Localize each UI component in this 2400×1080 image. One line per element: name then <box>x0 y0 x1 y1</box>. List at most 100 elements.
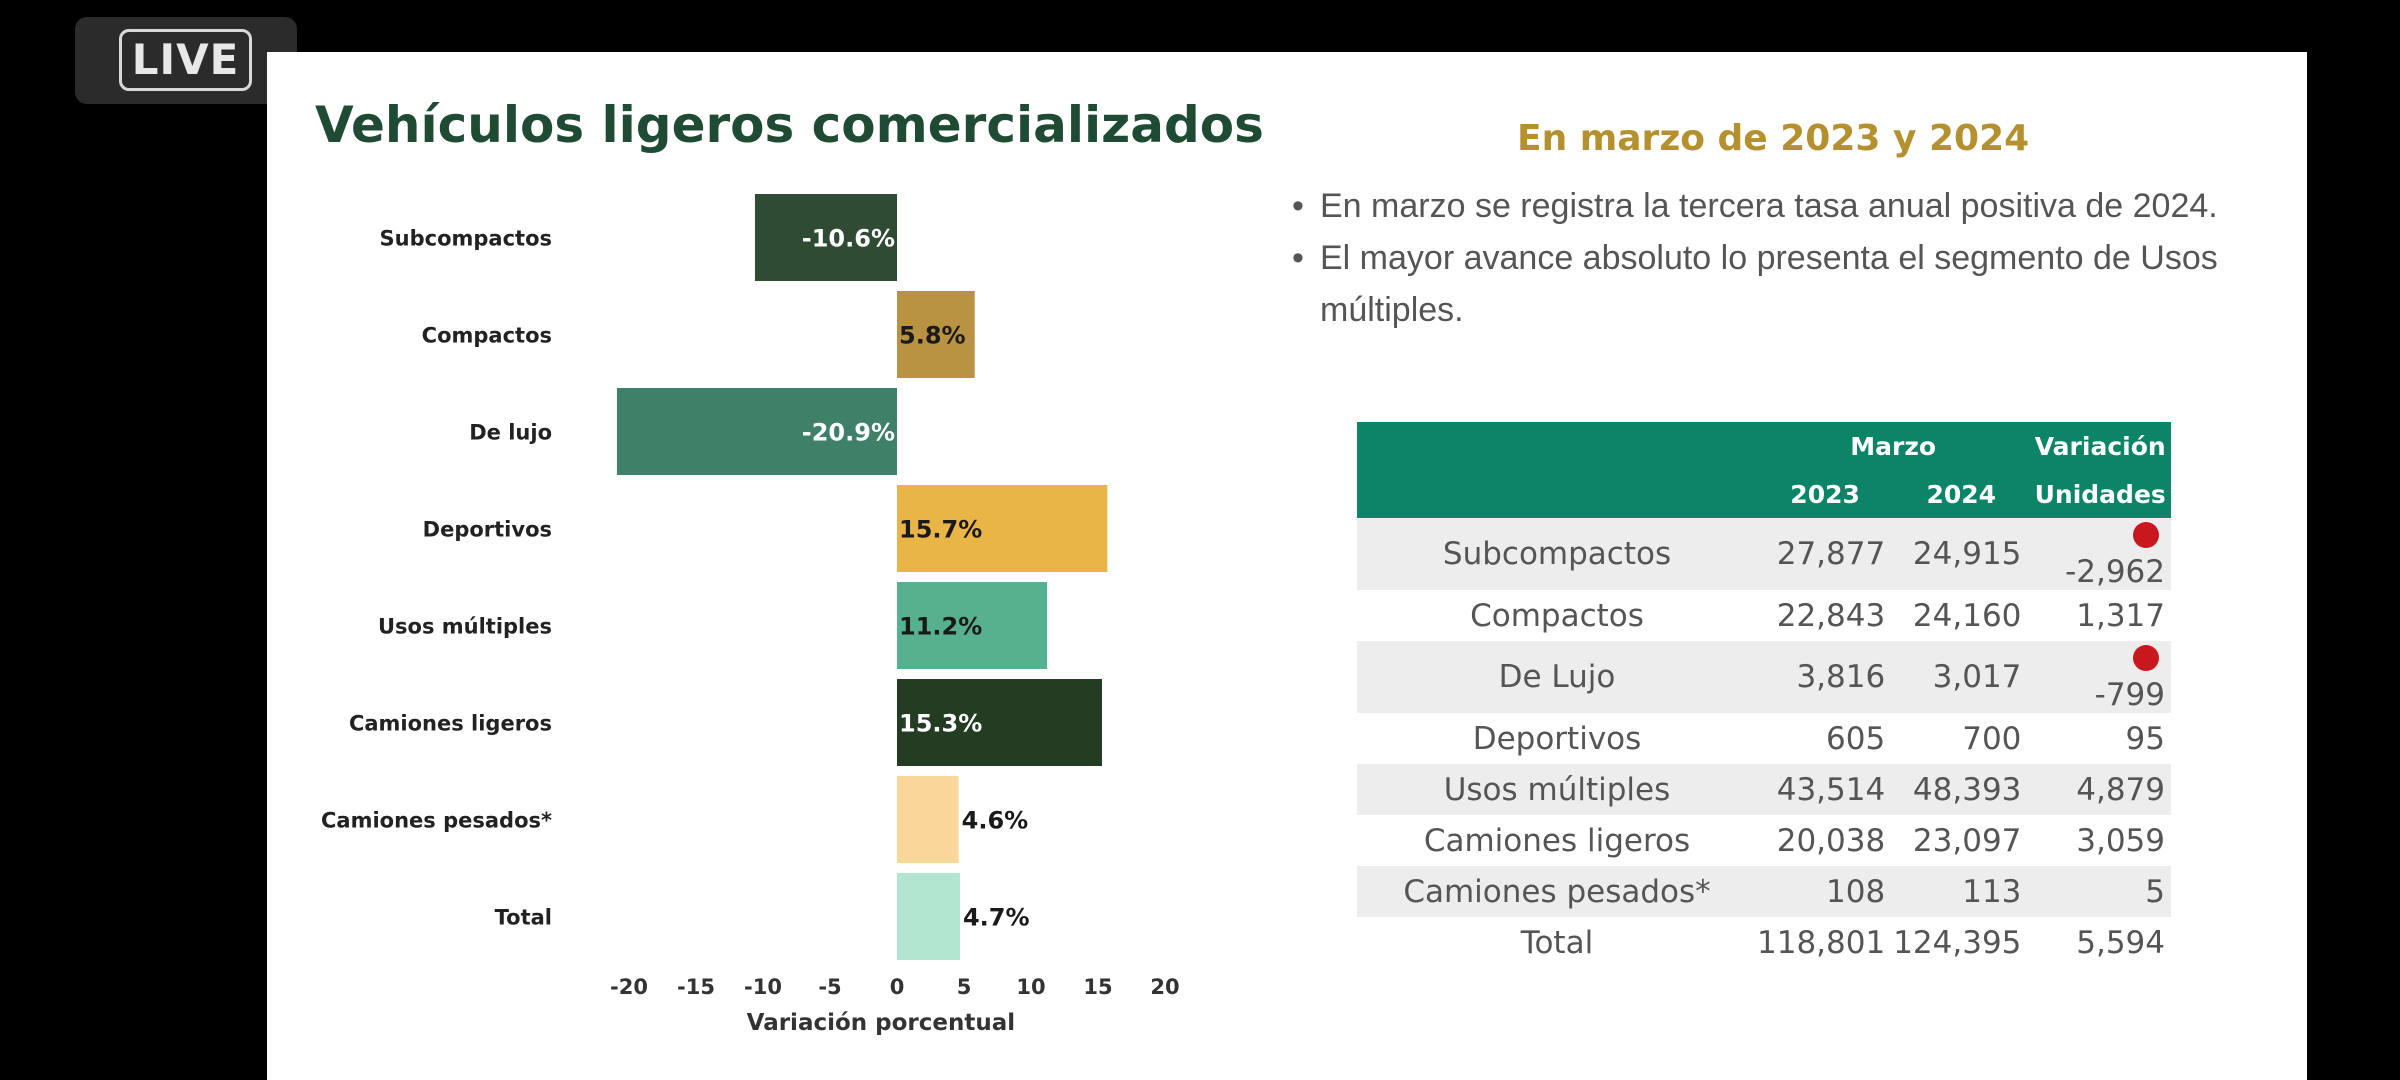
row-name-cell: Camiones ligeros <box>1423 822 1691 859</box>
table-row: Subcompactos 27,877 24,915 -2,962 <box>1357 518 2171 590</box>
row-2023-cell: 27,877 <box>1757 518 1894 590</box>
slide-subtitle: En marzo de 2023 y 2024 <box>1517 118 2030 159</box>
table-header-blank <box>1357 470 1757 518</box>
row-name-cell: De Lujo <box>1357 641 1757 713</box>
category-label: Camiones pesados* <box>321 809 552 833</box>
table-row: Total 118,801 124,395 5,594 <box>1357 917 2171 968</box>
table-body: Subcompactos 27,877 24,915 -2,962 Compactos 2… <box>1357 518 2171 968</box>
row-2023-cell: 118,801 <box>1757 924 1886 961</box>
row-2024-cell: 23,097 <box>1912 822 2022 859</box>
negative-indicator-icon <box>2133 521 2159 548</box>
slide-title: Vehículos ligeros comercializados <box>315 96 1264 154</box>
row-2023-cell: 605 <box>1826 720 1886 757</box>
row-variation-cell: 5 <box>2029 866 2171 917</box>
row-name-cell: Total <box>1520 924 1594 961</box>
row-2023-cell: 108 <box>1757 866 1894 917</box>
bullet-item: En marzo se registra la tercera tasa anu… <box>1292 180 2252 232</box>
table-header-2024: 2024 <box>1893 470 2030 518</box>
table-header-variacion: Variación <box>2029 422 2171 470</box>
table-row: Camiones ligeros 20,038 23,097 3,059 <box>1357 815 2171 866</box>
data-label: 4.7% <box>963 904 1030 932</box>
row-variation-cell: 3,059 <box>2029 815 2171 866</box>
bar-deportivos <box>897 485 1108 572</box>
variation-value: -2,962 <box>2065 554 2165 590</box>
bar-camiones-ligeros <box>897 679 1103 766</box>
x-tick-label: 15 <box>1083 975 1112 999</box>
data-label: 15.3% <box>899 710 982 738</box>
table-row: Usos múltiples 43,514 48,393 4,879 <box>1357 764 2171 815</box>
category-label: Usos múltiples <box>378 615 552 639</box>
table-row: Deportivos 605 700 95 <box>1357 713 2171 764</box>
data-label: 5.8% <box>899 322 966 350</box>
negative-indicator-icon <box>2133 644 2159 671</box>
row-2024-cell: 24,160 <box>1912 597 2022 634</box>
table-header-2023: 2023 <box>1757 470 1894 518</box>
row-2024-cell: 24,915 <box>1893 518 2030 590</box>
row-2023-cell: 3,816 <box>1757 641 1894 713</box>
x-tick-label: 20 <box>1150 975 1179 999</box>
bar-total <box>897 873 960 960</box>
category-label: Deportivos <box>423 518 552 542</box>
row-2024-cell: 700 <box>1962 720 2022 757</box>
table-row: De Lujo 3,816 3,017 -799 <box>1357 641 2171 713</box>
row-name-cell: Compactos <box>1470 597 1644 634</box>
x-tick-label: 5 <box>957 975 972 999</box>
data-label: 15.7% <box>899 516 982 544</box>
variation-value: 3,059 <box>2076 822 2165 859</box>
category-label: Compactos <box>422 324 552 348</box>
category-label: De lujo <box>469 421 552 445</box>
row-variation-cell: 95 <box>2029 713 2171 764</box>
category-label: Total <box>495 906 552 930</box>
x-tick-label: -20 <box>610 975 648 999</box>
variation-value: 5 <box>2145 873 2165 910</box>
bar-usos-m-ltiples <box>897 582 1048 669</box>
row-variation-cell: 4,879 <box>2029 764 2171 815</box>
row-name-cell: Subcompactos <box>1357 518 1757 590</box>
category-label: Subcompactos <box>380 227 552 251</box>
row-variation-cell: -799 <box>2029 641 2171 713</box>
category-label: Camiones ligeros <box>349 712 552 736</box>
row-2024-cell: 113 <box>1893 866 2030 917</box>
data-label: -20.9% <box>802 419 895 447</box>
x-axis-title: Variación porcentual <box>747 1010 1016 1036</box>
row-2024-cell: 124,395 <box>1893 924 2022 961</box>
data-label: 11.2% <box>899 613 982 641</box>
live-badge: LIVE <box>75 17 297 104</box>
bullet-item: El mayor avance absoluto lo presenta el … <box>1292 232 2252 336</box>
x-tick-label: -15 <box>677 975 715 999</box>
variation-value: 5,594 <box>2076 924 2165 961</box>
x-tick-label: -5 <box>818 975 841 999</box>
row-variation-cell: 1,317 <box>2029 590 2171 641</box>
row-2023-cell: 22,843 <box>1776 597 1886 634</box>
sales-table: Marzo Variación 2023 2024 Unidades Subco… <box>1357 422 2171 968</box>
data-label: -10.6% <box>802 225 895 253</box>
bullet-list: En marzo se registra la tercera tasa anu… <box>1292 180 2252 336</box>
table-row: Camiones pesados* 108 113 5 <box>1357 866 2171 917</box>
bar-compactos <box>897 291 975 378</box>
live-label: LIVE <box>119 29 252 91</box>
bar-subcompactos <box>754 194 897 281</box>
x-tick-label: -10 <box>744 975 782 999</box>
bar-de-lujo <box>616 388 897 475</box>
variation-value: 95 <box>2125 720 2165 757</box>
table-header-marzo: Marzo <box>1757 422 2030 470</box>
row-variation-cell: 5,594 <box>2029 917 2171 968</box>
variation-value: 4,879 <box>2076 771 2165 808</box>
table-header-unidades: Unidades <box>2029 470 2171 518</box>
row-2023-cell: 43,514 <box>1757 764 1894 815</box>
slide: Vehículos ligeros comercializados En mar… <box>267 52 2307 1080</box>
bar-camiones-pesados- <box>897 776 959 863</box>
x-tick-label: 0 <box>890 975 905 999</box>
table-header-blank <box>1357 422 1757 470</box>
variation-bar-chart: Subcompactos -10.6% Compactos 5.8% De lujo -2… <box>321 194 1180 1036</box>
table-row: Compactos 22,843 24,160 1,317 <box>1357 590 2171 641</box>
variation-value: -799 <box>2094 677 2165 713</box>
row-2023-cell: 20,038 <box>1776 822 1886 859</box>
row-name-cell: Usos múltiples <box>1357 764 1757 815</box>
variation-value: 1,317 <box>2076 597 2165 634</box>
row-2024-cell: 3,017 <box>1893 641 2030 713</box>
x-tick-label: 10 <box>1016 975 1045 999</box>
row-name-cell: Deportivos <box>1472 720 1642 757</box>
row-variation-cell: -2,962 <box>2029 518 2171 590</box>
row-name-cell: Camiones pesados* <box>1357 866 1757 917</box>
